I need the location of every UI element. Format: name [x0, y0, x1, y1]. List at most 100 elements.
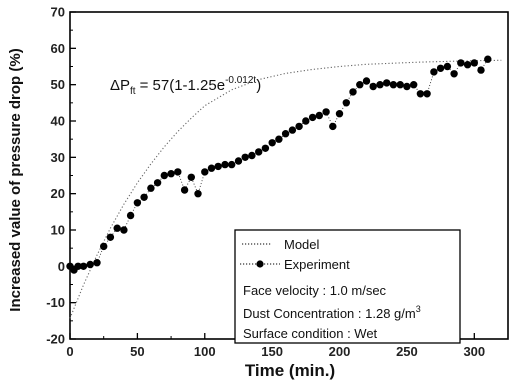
y-axis-title: Increased value of pressure drop (%)	[7, 48, 24, 311]
experiment-data-point	[430, 68, 438, 76]
experiment-data-point	[241, 153, 249, 161]
experiment-data-point	[207, 164, 216, 172]
experiment-data-point	[308, 113, 317, 122]
experiment-data-point	[389, 81, 398, 89]
equation-lhs-sub: ft	[130, 86, 136, 97]
y-tick-label: 0	[58, 259, 65, 274]
experiment-data-point	[100, 242, 108, 251]
experiment-data-point	[255, 148, 263, 156]
experiment-data-point	[281, 130, 290, 138]
y-tick-label: -10	[46, 295, 65, 310]
x-axis-title: Time (min.)	[245, 361, 335, 380]
experiment-data-point	[322, 108, 330, 116]
experiment-data-point	[403, 82, 411, 91]
experiment-data-point	[214, 162, 222, 171]
experiment-data-point	[369, 82, 377, 91]
legend-experiment-label: Experiment	[284, 257, 350, 272]
equation-exponent: -0.012t	[225, 75, 256, 86]
experiment-data-point	[153, 179, 162, 187]
legend-experiment-marker	[256, 260, 264, 268]
experiment-data-point	[315, 111, 323, 120]
experiment-data-point	[423, 90, 431, 98]
experiment-data-point	[180, 186, 189, 194]
x-tick-label: 200	[329, 344, 351, 359]
experiment-data-point	[335, 110, 344, 118]
experiment-data-point	[349, 88, 357, 96]
legend-box: Model Experiment Face velocity : 1.0 m/s…	[234, 229, 461, 344]
x-tick-label: 300	[463, 344, 485, 359]
experiment-data-point	[457, 59, 465, 67]
experiment-data-point	[416, 90, 425, 98]
experiment-data-point	[376, 81, 384, 89]
experiment-data-point	[463, 60, 472, 69]
experiment-data-point	[79, 262, 88, 270]
experiment-data-point	[133, 199, 142, 207]
experiment-data-point	[120, 226, 128, 234]
experiment-data-point	[86, 260, 94, 269]
experiment-data-point	[477, 66, 485, 74]
equation-annotation: ΔPft = 57(1-1.25e-0.012t)	[110, 75, 261, 97]
experiment-data-point	[194, 190, 202, 198]
experiment-data-point	[295, 122, 303, 131]
y-tick-label: 20	[51, 186, 65, 201]
legend-dust-concentration: Dust Concentration : 1.28 g/m3	[243, 304, 421, 321]
model-curve	[69, 59, 502, 319]
text-layer: ΔPft = 57(1-1.25e-0.012t) Time (min.) Inc…	[7, 48, 335, 380]
experiment-data-point	[93, 259, 101, 267]
experiment-data-point	[234, 157, 243, 165]
x-tick-label: 50	[130, 344, 144, 359]
y-tick-label: 70	[51, 5, 65, 20]
experiment-line	[69, 58, 489, 271]
legend-face-velocity: Face velocity : 1.0 m/sec	[243, 283, 387, 298]
experiment-data-point	[383, 79, 391, 87]
legend-frame	[234, 229, 461, 344]
y-tick-label: 10	[51, 223, 65, 238]
experiment-data-point	[261, 144, 270, 152]
experiment-data-point	[268, 139, 276, 147]
experiment-data-point	[228, 160, 236, 169]
y-tick-label: -20	[46, 332, 65, 347]
series-layer	[66, 55, 502, 319]
x-tick-label: 0	[66, 344, 73, 359]
experiment-data-point	[302, 117, 310, 125]
legend-surface-condition: Surface condition : Wet	[243, 326, 378, 341]
experiment-data-point	[470, 59, 478, 67]
x-tick-label: 100	[194, 344, 216, 359]
experiment-data-point	[396, 81, 404, 89]
experiment-data-point	[106, 233, 115, 241]
experiment-data-point	[167, 170, 175, 178]
equation-rhs-suffix: )	[256, 77, 261, 94]
experiment-data-point	[126, 211, 135, 220]
experiment-data-point	[275, 135, 283, 143]
experiment-data-point	[187, 173, 195, 181]
experiment-data-point	[288, 126, 297, 134]
experiment-data-point	[160, 171, 168, 180]
experiment-data-point	[410, 81, 418, 89]
equation-rhs-prefix: = 57(1-1.25e	[140, 77, 225, 94]
experiment-data-point	[356, 81, 364, 89]
experiment-data-point	[221, 160, 229, 169]
x-tick-label: 250	[396, 344, 418, 359]
y-tick-label: 40	[51, 114, 65, 129]
experiment-data-point	[443, 62, 452, 71]
x-tick-label: 150	[261, 344, 283, 359]
experiment-data-point	[74, 262, 82, 270]
experiment-data-point	[450, 70, 458, 78]
experiment-data-point	[248, 151, 256, 160]
experiment-data-point	[329, 122, 337, 131]
experiment-data-point	[201, 168, 209, 176]
experiment-data-point	[342, 99, 350, 107]
experiment-data-point	[436, 64, 445, 73]
experiment-data-point	[113, 224, 121, 232]
y-tick-label: 50	[51, 77, 65, 92]
legend-model-label: Model	[284, 237, 320, 252]
y-tick-label: 60	[51, 41, 65, 56]
experiment-data-point	[174, 168, 182, 176]
experiment-data-point	[140, 193, 148, 201]
equation-lhs: ΔP	[110, 77, 130, 94]
y-tick-label: 30	[51, 150, 65, 165]
experiment-data-point	[147, 184, 155, 192]
experiment-data-point	[484, 55, 492, 63]
experiment-data-point	[362, 77, 371, 85]
